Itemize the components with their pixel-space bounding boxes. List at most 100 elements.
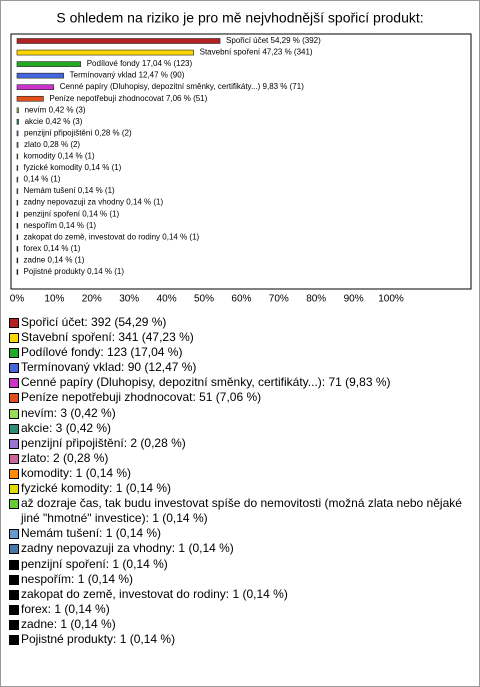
bar-label: Peníze nepotřebuji zhodnocovat 7,06 % (5… (49, 94, 207, 103)
value-label: 0,14 % (1) (87, 267, 124, 276)
legend-label: forex: 1 (0,14 %) (21, 601, 110, 616)
bar (16, 234, 19, 241)
category-label: penzijní spoření (24, 209, 81, 218)
category-label: zakopat do země, investovat do rodiny (24, 232, 161, 241)
legend-item: zadny nepovazuji za vhodny: 1 (0,14 %) (9, 541, 471, 556)
category-label: zadny nepovazuji za vhodny (24, 198, 125, 207)
legend-label: Nemám tušení: 1 (0,14 %) (21, 526, 162, 541)
bar-label: Spořicí účet 54,29 % (392) (226, 36, 321, 45)
value-label: 17,04 % (123) (142, 59, 193, 68)
legend-swatch (9, 529, 19, 540)
bar (16, 142, 19, 148)
legend-item: fyzické komodity: 1 (0,14 %) (9, 481, 471, 496)
bar (16, 223, 19, 229)
category-label: Spořicí účet (226, 36, 269, 45)
bar-label: Nemám tušení 0,14 % (1) (24, 186, 116, 195)
bar-label: penzijní připojištění 0,28 % (2) (24, 129, 132, 138)
legend-label: Podílové fondy: 123 (17,04 %) (21, 345, 183, 360)
legend: Spořicí účet: 392 (54,29 %) Stavební spoř… (9, 315, 471, 647)
legend-label: Peníze nepotřebuji zhodnocovat: 51 (7,06… (21, 390, 262, 405)
x-tick-label: 10% (44, 294, 64, 305)
value-label: 0,28 % (2) (43, 140, 80, 149)
bar-label: Stavební spoření 47,23 % (341) (200, 48, 313, 57)
bar-label: zlato 0,28 % (2) (24, 140, 80, 149)
bar (16, 84, 55, 90)
value-label: 7,06 % (51) (166, 94, 208, 103)
category-label: nevím (25, 105, 47, 114)
legend-item: Nemám tušení: 1 (0,14 %) (9, 526, 471, 541)
legend-swatch (9, 408, 19, 419)
legend-swatch (9, 393, 19, 404)
value-label: 0,42 % (3) (49, 105, 86, 114)
bar (16, 119, 19, 125)
bar-label: akcie 0,42 % (3) (25, 117, 83, 126)
value-label: 0,14 % (1) (44, 244, 81, 253)
bar (16, 269, 19, 275)
value-label: 0,14 % (1) (59, 221, 96, 230)
bar (16, 153, 19, 160)
value-label: 0,14 % (1) (58, 152, 95, 161)
legend-item: Stavební spoření: 341 (47,23 %) (9, 330, 471, 345)
x-tick-label: 30% (119, 294, 139, 305)
x-tick-label: 60% (231, 294, 251, 305)
x-tick-label: 20% (82, 294, 102, 305)
bar (16, 257, 19, 264)
legend-item: akcie: 3 (0,42 %) (9, 421, 471, 436)
category-label: akcie (25, 117, 44, 126)
x-tick-label: 90% (344, 294, 364, 305)
legend-label: Stavební spoření: 341 (47,23 %) (21, 330, 194, 345)
legend-label: fyzické komodity: 1 (0,14 %) (21, 481, 172, 496)
legend-swatch (9, 378, 19, 389)
legend-swatch (9, 484, 19, 495)
legend-swatch (9, 604, 19, 615)
bar-label: nevím 0,42 % (3) (25, 105, 86, 114)
category-label: nespořím (24, 221, 58, 230)
value-label: 54,29 % (392) (271, 36, 322, 45)
bar-label: komodity 0,14 % (1) (24, 152, 95, 161)
category-label: zlato (24, 140, 41, 149)
legend-swatch (9, 438, 19, 449)
bar-label: Termínovaný vklad 12,47 % (90) (70, 71, 185, 80)
legend-swatch (9, 589, 19, 600)
legend-swatch (9, 348, 19, 359)
x-tick-label: 70% (269, 294, 289, 305)
category-label: zadne (24, 256, 46, 265)
bar (16, 176, 19, 183)
bar-label: forex 0,14 % (1) (24, 244, 81, 253)
value-label: 0,14 % (1) (82, 209, 119, 218)
legend-label: Termínovaný vklad: 90 (12,47 %) (21, 360, 197, 375)
value-label: 9,83 % (71) (263, 82, 305, 91)
legend-swatch (9, 318, 19, 328)
legend-item: penzijní spoření: 1 (0,14 %) (9, 557, 471, 572)
category-label: fyzické komodity (24, 163, 83, 172)
bar-label: nespořím 0,14 % (1) (24, 221, 97, 230)
legend-label: komodity: 1 (0,14 %) (21, 465, 132, 480)
bar-label: zakopat do země, investovat do rodiny 0,… (24, 232, 200, 241)
legend-label: zakopat do země, investovat do rodiny: 1… (21, 586, 288, 601)
value-label: 0,14 % (1) (48, 256, 85, 265)
bar (16, 49, 194, 56)
legend-label: zadny nepovazuji za vhodny: 1 (0,14 %) (21, 541, 234, 556)
legend-item: komodity: 1 (0,14 %) (9, 466, 471, 481)
legend-label: až dozraje čas, tak budu investovat spíš… (21, 496, 462, 526)
bar-label: Cenné papíry (Dluhopisy, depozitní směnk… (60, 82, 304, 91)
category-label: Pojistné produkty (24, 267, 85, 276)
bar (16, 38, 221, 44)
chart-title: S ohledem na riziko je pro mě nejvhodněj… (56, 10, 423, 26)
legend-item: Spořicí účet: 392 (54,29 %) (9, 315, 471, 330)
legend-swatch (9, 333, 19, 344)
legend-swatch (9, 574, 19, 585)
category-label: Stavební spoření (200, 48, 261, 57)
legend-label: zadne: 1 (0,14 %) (21, 616, 116, 631)
legend-label: akcie: 3 (0,42 %) (21, 420, 112, 435)
legend-swatch (9, 559, 19, 570)
bar (16, 107, 19, 114)
legend-swatch (9, 499, 19, 510)
bar (16, 188, 19, 194)
bar (16, 72, 64, 79)
legend-swatch (9, 468, 19, 479)
category-label: Cenné papíry (Dluhopisy, depozitní směnk… (60, 82, 261, 91)
value-label: 0,14 % (1) (126, 198, 163, 207)
category-label: Nemám tušení (24, 186, 77, 195)
legend-label: Spořicí účet: 392 (54,29 %) (21, 315, 167, 329)
